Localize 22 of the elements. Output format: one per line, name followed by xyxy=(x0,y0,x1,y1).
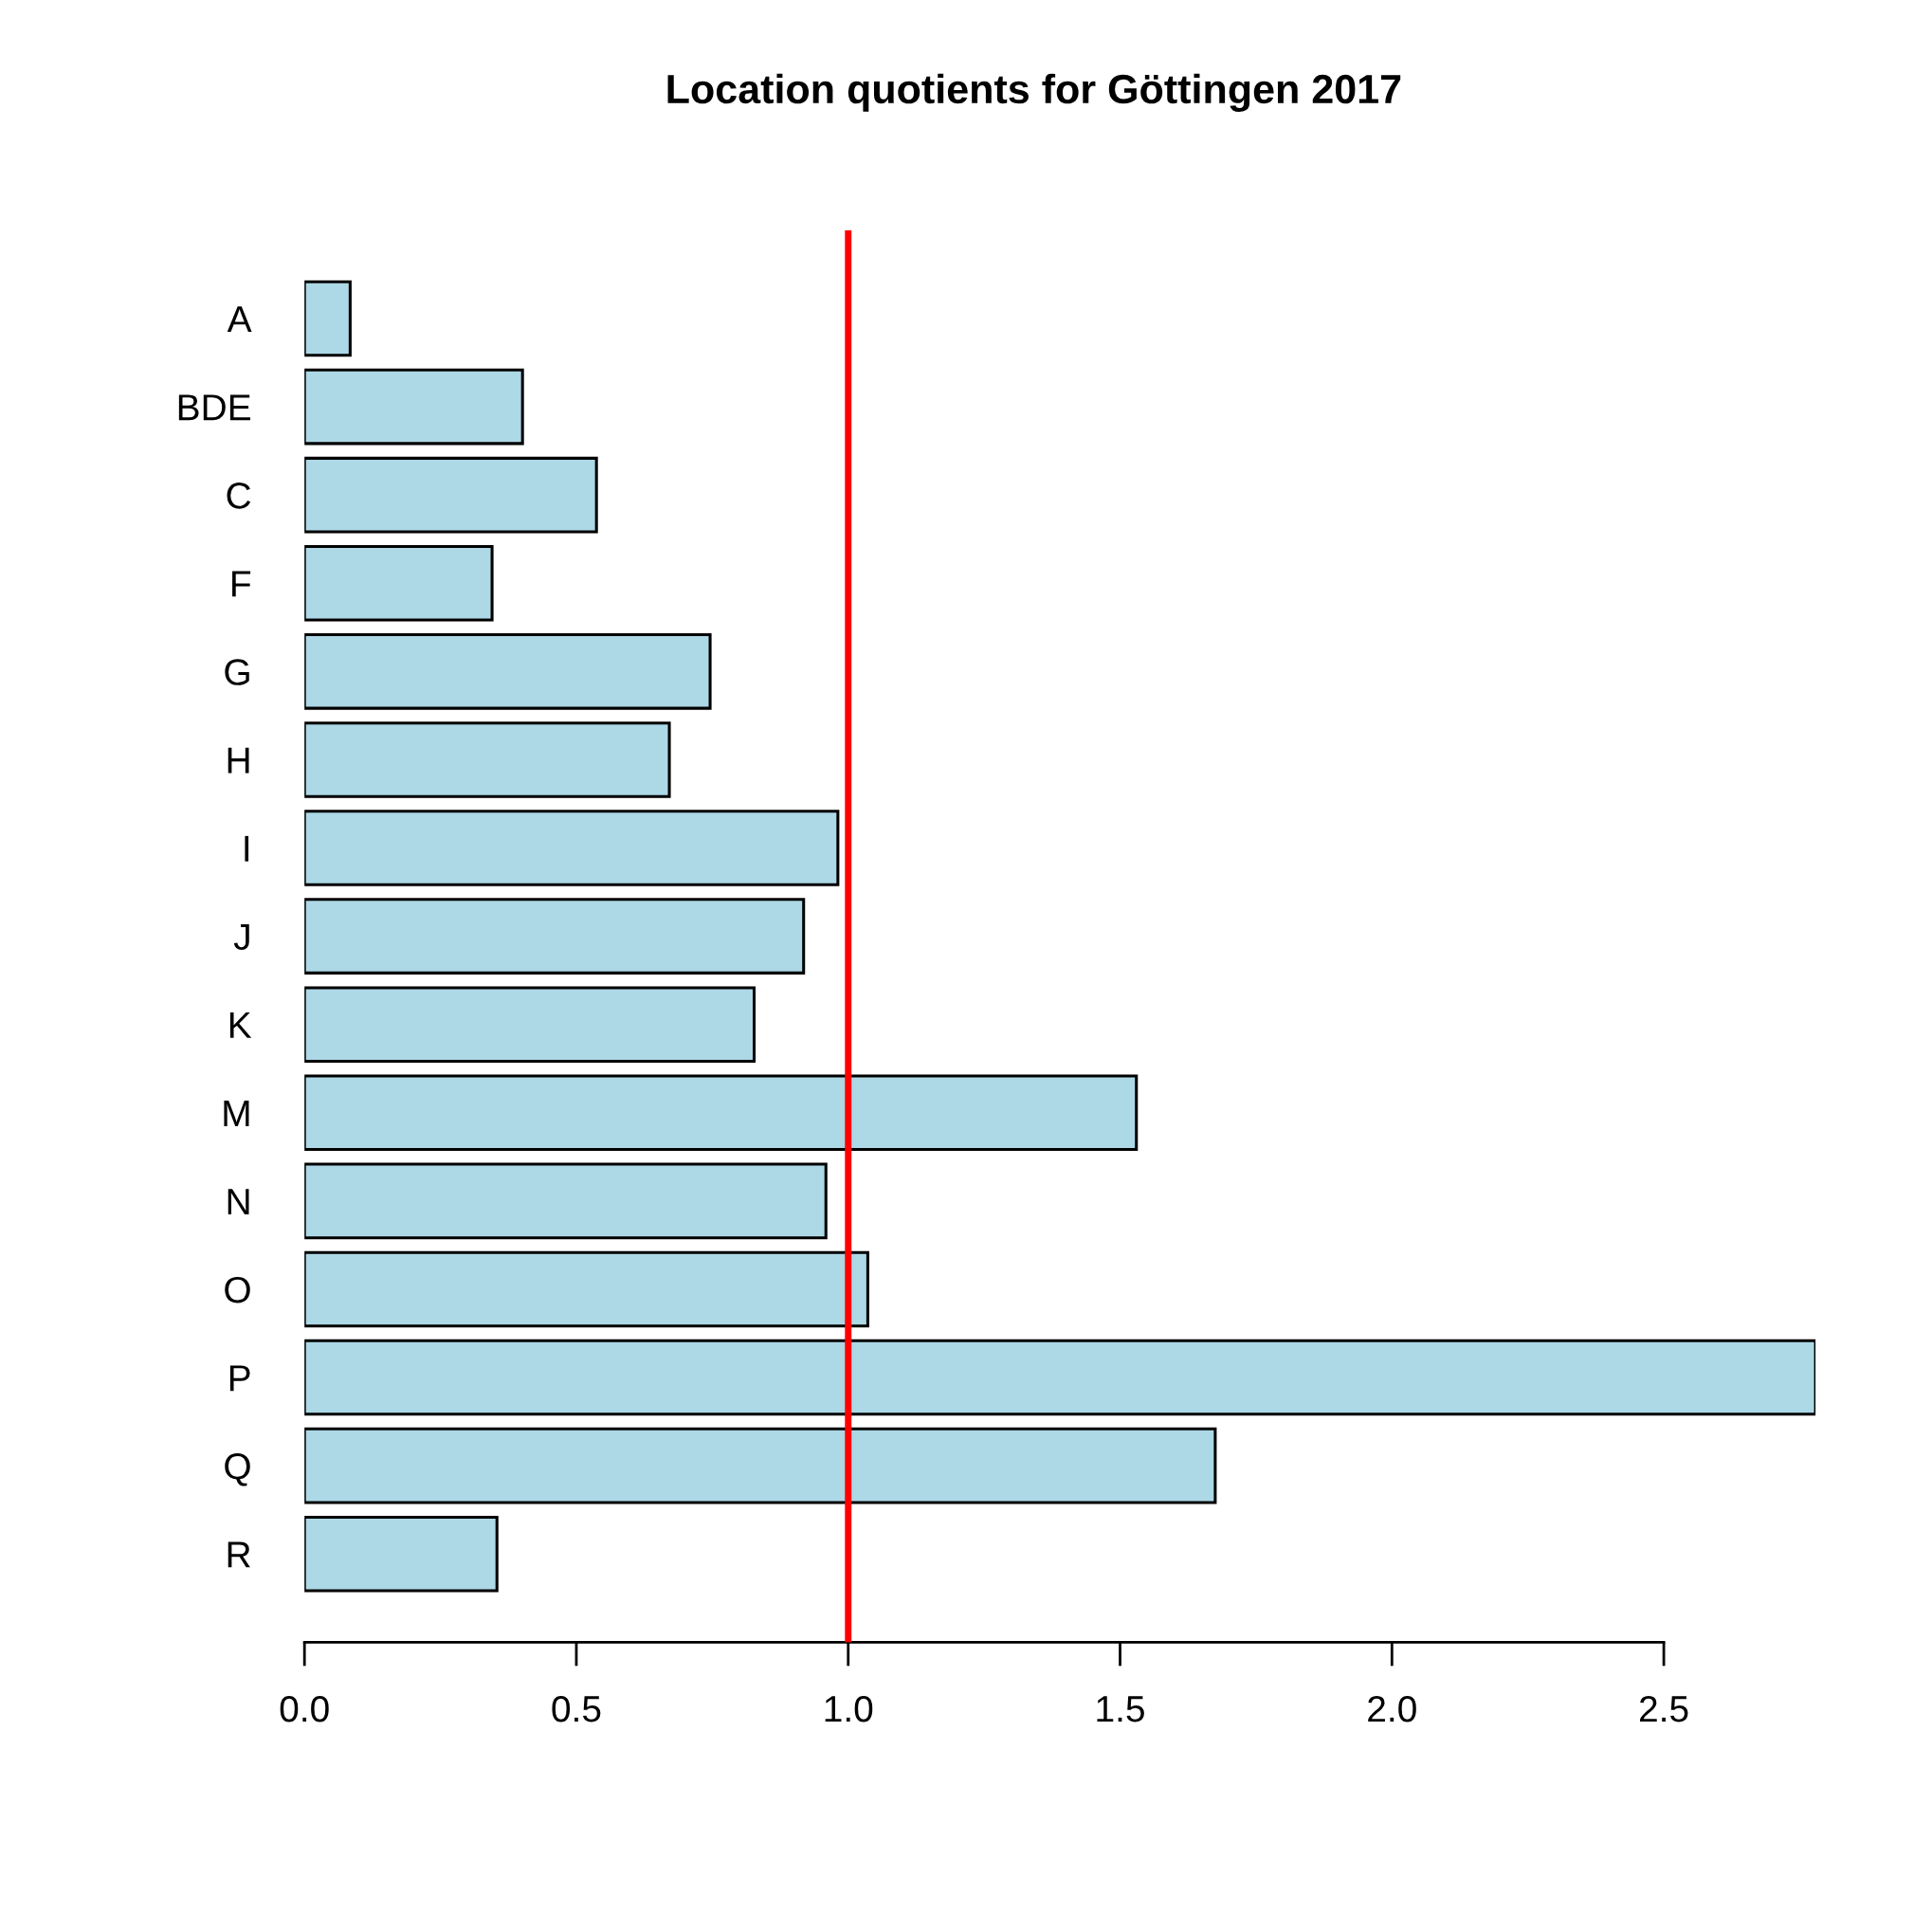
x-tick-label: 0.5 xyxy=(552,1695,601,1722)
y-tick-label: C xyxy=(227,483,251,509)
y-tick-label: H xyxy=(228,747,249,774)
chart-title: Location quotients for Göttingen 2017 xyxy=(667,73,1401,112)
y-tick-label: Q xyxy=(225,1453,250,1486)
x-tick-label: 2.5 xyxy=(1640,1695,1688,1722)
y-tick-label: P xyxy=(229,1365,250,1392)
x-tick-label: 0.0 xyxy=(280,1695,329,1722)
y-tick-label: A xyxy=(227,306,252,333)
y-tick-label: I xyxy=(245,835,249,862)
x-tick-label: 1.0 xyxy=(825,1695,873,1722)
y-tick-label: G xyxy=(225,659,249,685)
y-tick-label: J xyxy=(233,923,249,951)
y-tick-label: K xyxy=(229,1012,252,1038)
y-tick-label: M xyxy=(224,1101,249,1126)
x-tick-label: 2.0 xyxy=(1368,1695,1416,1722)
y-tick-label: BDE xyxy=(178,394,250,421)
y-tick-label: F xyxy=(232,571,251,597)
y-tick-label: N xyxy=(228,1189,249,1214)
y-tick-label: O xyxy=(225,1276,250,1303)
y-tick-label: R xyxy=(228,1541,250,1568)
x-tick-label: 1.5 xyxy=(1097,1696,1144,1722)
